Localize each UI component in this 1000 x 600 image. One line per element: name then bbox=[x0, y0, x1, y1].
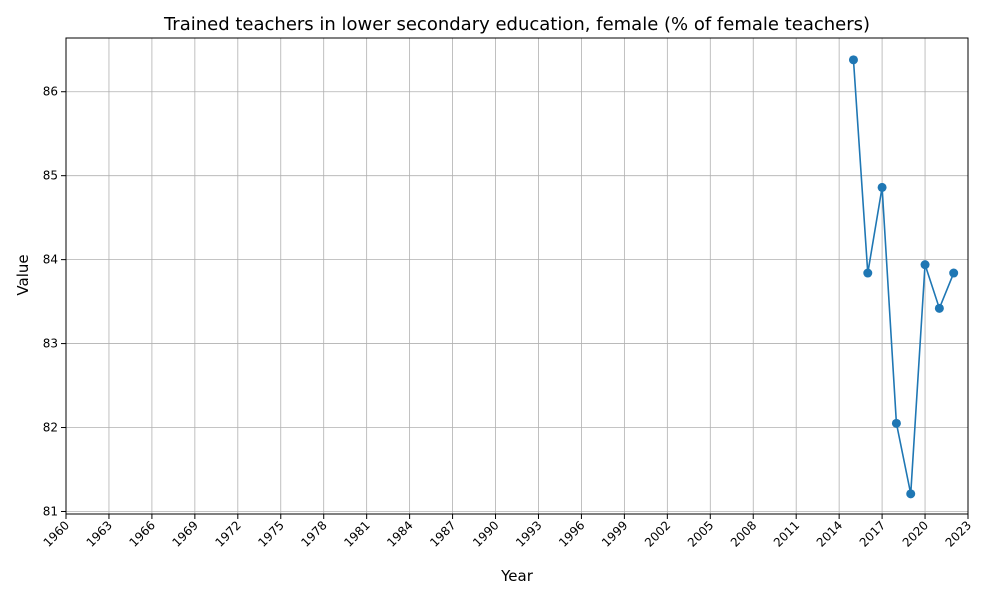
y-tick-label: 84 bbox=[43, 253, 58, 267]
grid-lines bbox=[65, 38, 969, 514]
plot-frame bbox=[65, 37, 969, 515]
x-tick-label: 2020 bbox=[900, 518, 931, 549]
x-tick-label: 1963 bbox=[84, 518, 115, 549]
data-point bbox=[934, 303, 944, 313]
data-point bbox=[906, 489, 916, 499]
x-tick-label: 1993 bbox=[513, 518, 544, 549]
data-series bbox=[848, 55, 959, 499]
x-tick-label: 2011 bbox=[771, 518, 802, 549]
x-tick-label: 1990 bbox=[470, 518, 501, 549]
axes bbox=[65, 37, 969, 515]
x-tick-label: 2008 bbox=[728, 518, 759, 549]
data-point bbox=[863, 268, 873, 278]
x-tick-label: 2014 bbox=[814, 518, 845, 549]
data-point bbox=[949, 268, 959, 278]
y-tick-label: 85 bbox=[43, 169, 58, 183]
x-tick-label: 1972 bbox=[212, 518, 243, 549]
x-tick-label: 1984 bbox=[384, 518, 415, 549]
y-tick-label: 83 bbox=[43, 337, 58, 351]
x-tick-label: 1987 bbox=[427, 518, 458, 549]
y-axis-label: Value bbox=[14, 254, 32, 295]
x-tick-label: 1999 bbox=[599, 518, 630, 549]
x-tick-label: 2017 bbox=[857, 518, 888, 549]
data-point bbox=[920, 260, 930, 270]
y-tick-label: 86 bbox=[43, 85, 58, 99]
x-tick-label: 1960 bbox=[41, 518, 72, 549]
y-tick-label: 82 bbox=[43, 421, 58, 435]
x-axis-label: Year bbox=[500, 567, 534, 585]
x-tick-label: 1996 bbox=[556, 518, 587, 549]
x-tick-label: 2023 bbox=[943, 518, 974, 549]
x-tick-label: 1975 bbox=[255, 518, 286, 549]
x-tick-label: 2002 bbox=[642, 518, 673, 549]
data-point bbox=[877, 182, 887, 192]
series-line bbox=[852, 59, 955, 495]
x-tick-label: 1966 bbox=[127, 518, 158, 549]
x-tick-label: 2005 bbox=[685, 518, 716, 549]
x-tick-label: 1981 bbox=[341, 518, 372, 549]
chart-title: Trained teachers in lower secondary educ… bbox=[163, 14, 870, 35]
tick-marks: 1960 1963 1966 1969 1972 1975 1978 1981 1984 1987… bbox=[41, 85, 974, 550]
x-tick-label: 1978 bbox=[298, 518, 329, 549]
data-point bbox=[848, 55, 858, 65]
x-tick-label: 1969 bbox=[169, 518, 200, 549]
y-tick-label: 81 bbox=[43, 504, 58, 518]
data-point bbox=[891, 418, 901, 428]
